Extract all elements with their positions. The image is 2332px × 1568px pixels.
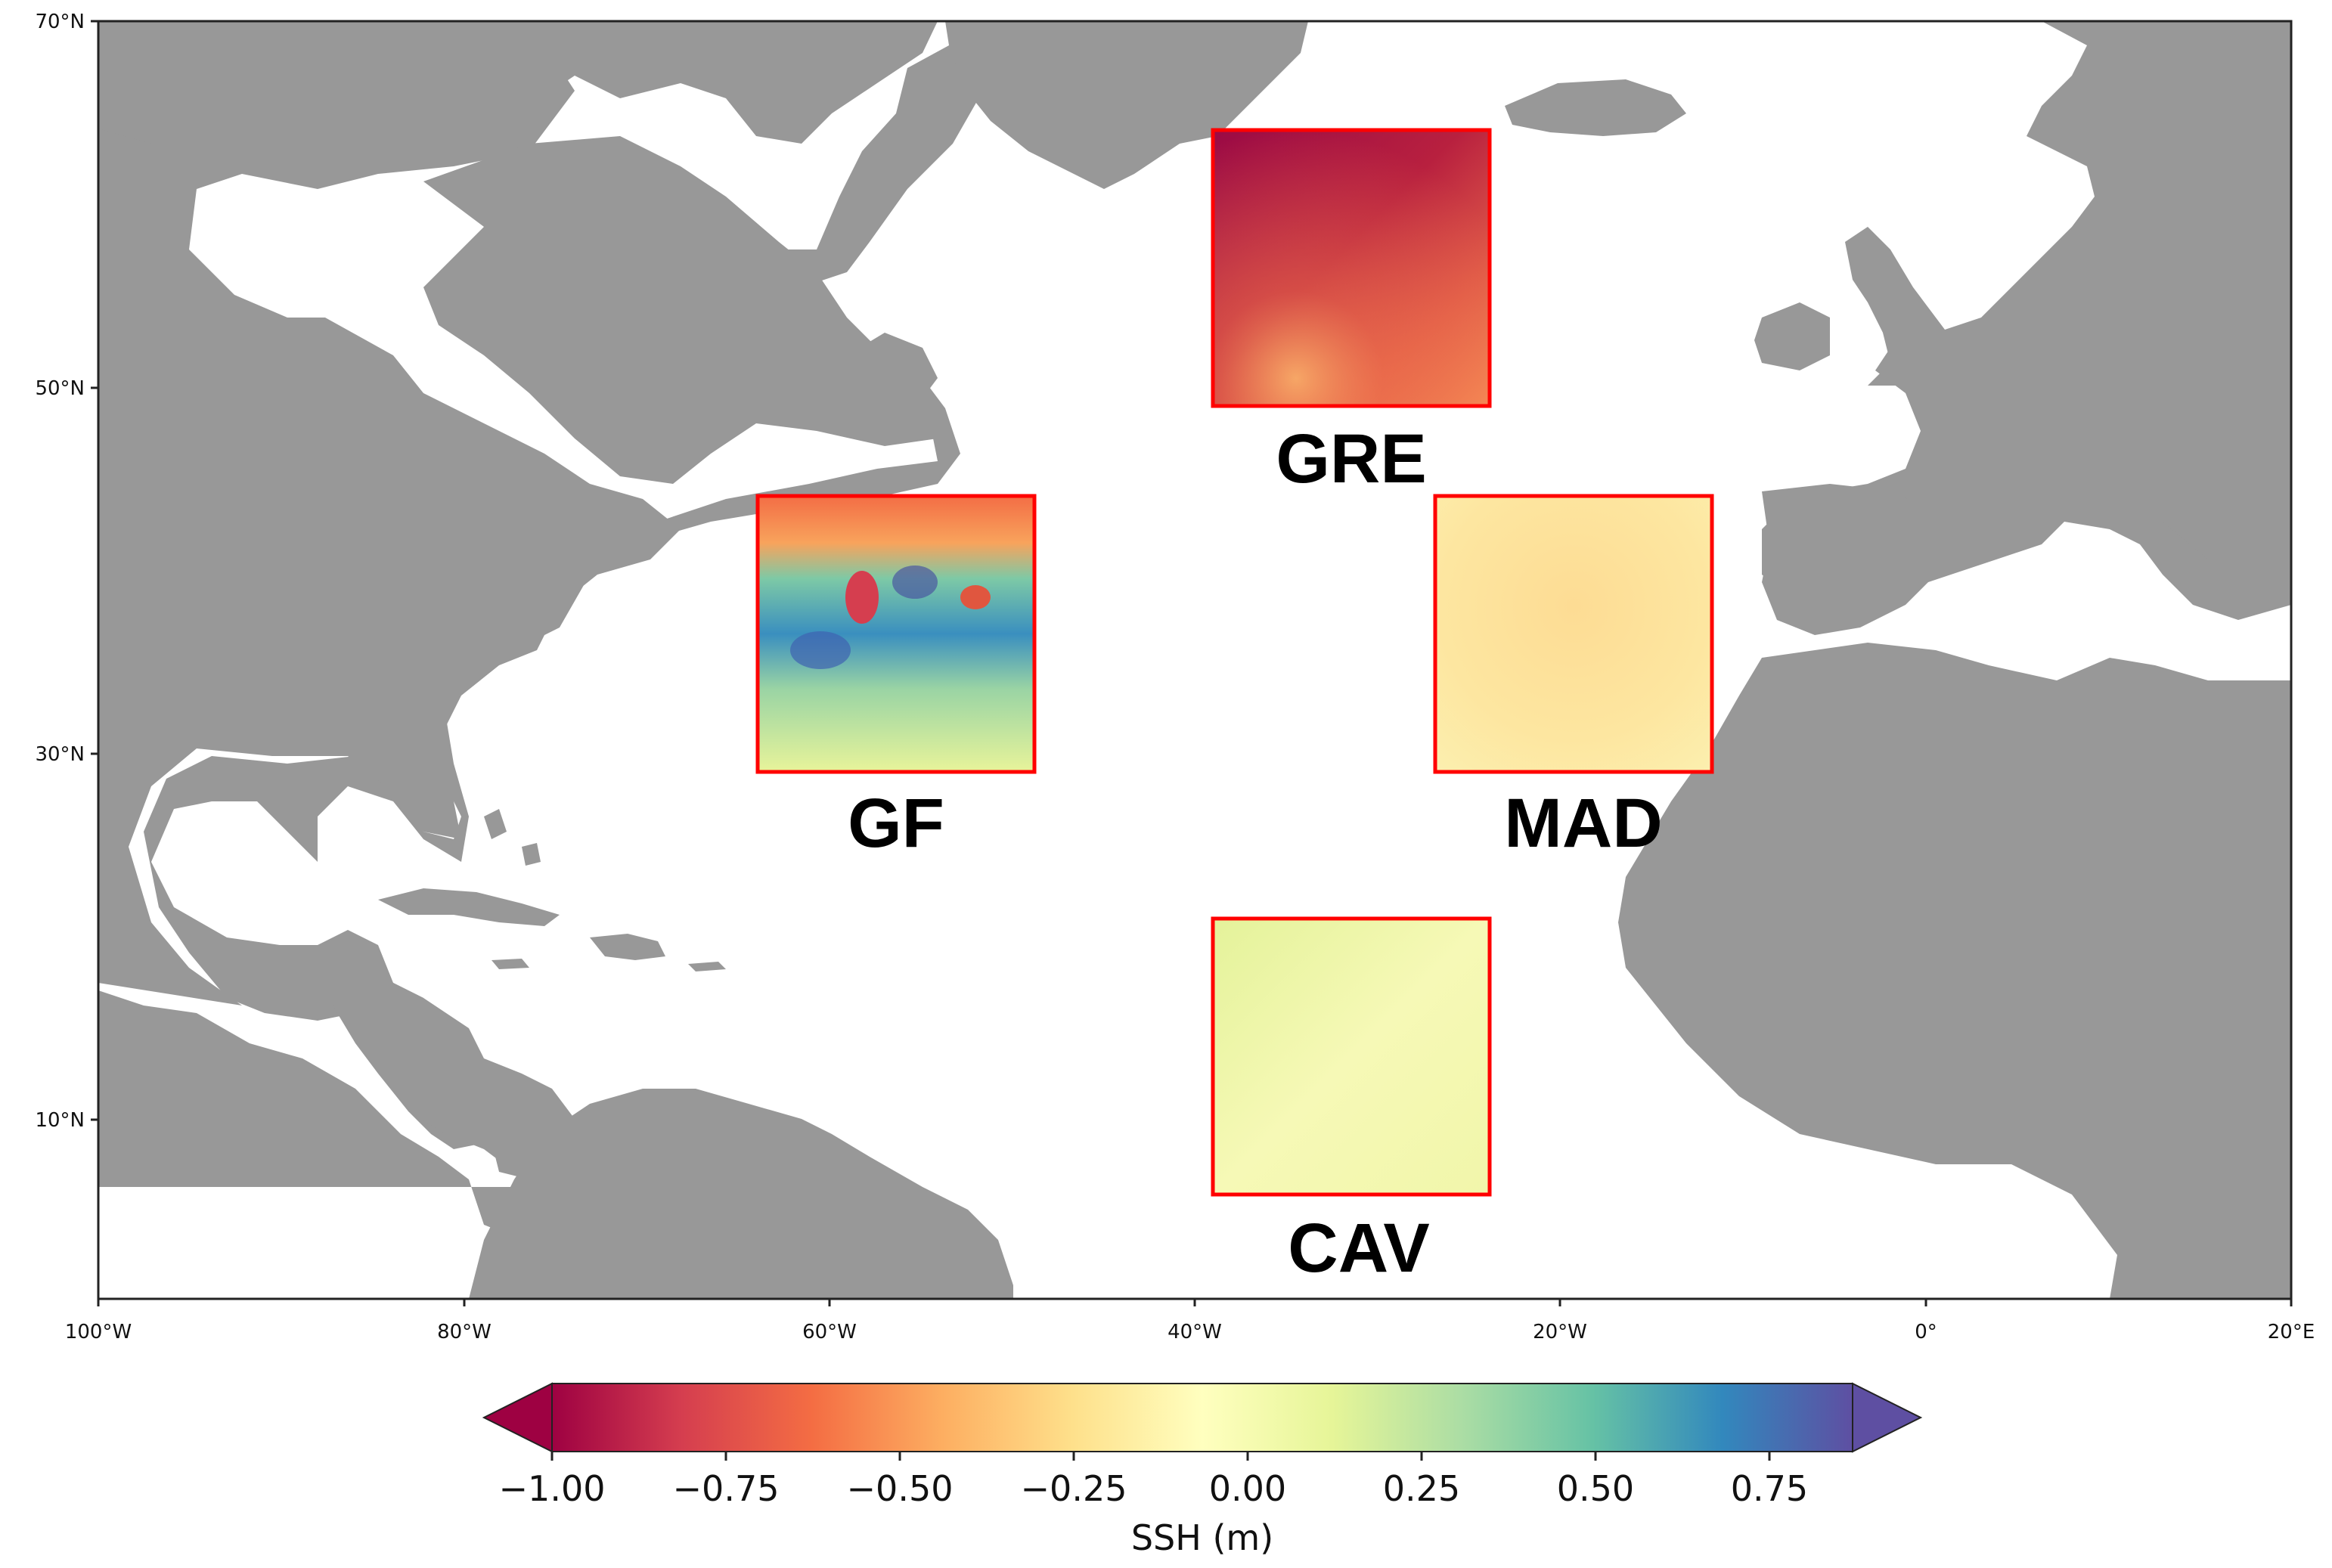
colorbar-tick-label: 0.50	[1557, 1468, 1634, 1509]
colorbar-tick-label: −0.50	[847, 1468, 954, 1509]
colorbar-gradient	[552, 1384, 1853, 1452]
x-tick-label: 0°	[1915, 1321, 1937, 1343]
colorbar-extend-low	[484, 1384, 552, 1452]
region-gf-eddy	[892, 566, 938, 599]
colorbar-extend-high	[1853, 1384, 1921, 1452]
x-tick-label: 60°W	[802, 1321, 857, 1343]
region-cav-field	[1213, 919, 1490, 1195]
region-gf-eddy	[790, 631, 851, 669]
y-tick-label: 50°N	[35, 377, 85, 400]
region-gf-eddy	[960, 585, 991, 609]
region-gf-eddy	[845, 571, 879, 624]
colorbar-label: SSH (m)	[1131, 1517, 1273, 1558]
colorbar-tick-label: 0.00	[1209, 1468, 1286, 1509]
region-mad-label: MAD	[1504, 785, 1663, 862]
x-tick-label: 20°E	[2268, 1321, 2315, 1343]
region-gf-label: GF	[848, 785, 944, 862]
y-tick-label: 10°N	[35, 1109, 85, 1132]
x-tick-label: 80°W	[437, 1321, 492, 1343]
y-tick-label: 30°N	[35, 743, 85, 766]
colorbar-tick-label: 0.75	[1731, 1468, 1808, 1509]
x-tick-label: 100°W	[65, 1321, 132, 1343]
region-cav-label: CAV	[1288, 1210, 1429, 1287]
x-tick-label: 20°W	[1533, 1321, 1587, 1343]
colorbar-tick-label: −0.25	[1021, 1468, 1127, 1509]
region-gf-field	[758, 496, 1034, 772]
colorbar-tick-label: 0.25	[1383, 1468, 1460, 1509]
x-axis: 100°W 80°W 60°W 40°W 20°W 0° 20°E	[65, 1299, 2315, 1343]
colorbar-ticks: −1.00 −0.75 −0.50 −0.25 0.00 0.25 0.50 0…	[499, 1452, 1809, 1509]
colorbar-tick-label: −1.00	[499, 1468, 606, 1509]
x-tick-label: 40°W	[1168, 1321, 1222, 1343]
map-panel	[98, 21, 2291, 1299]
colorbar-tick-label: −0.75	[673, 1468, 780, 1509]
y-tick-label: 70°N	[35, 11, 85, 33]
region-gre-label: GRE	[1276, 420, 1426, 497]
y-axis: 70°N 50°N 30°N 10°N	[35, 11, 98, 1132]
region-gre-anomalies	[1213, 130, 1490, 406]
region-mad-field	[1435, 496, 1712, 772]
colorbar: −1.00 −0.75 −0.50 −0.25 0.00 0.25 0.50 0…	[484, 1384, 1921, 1558]
